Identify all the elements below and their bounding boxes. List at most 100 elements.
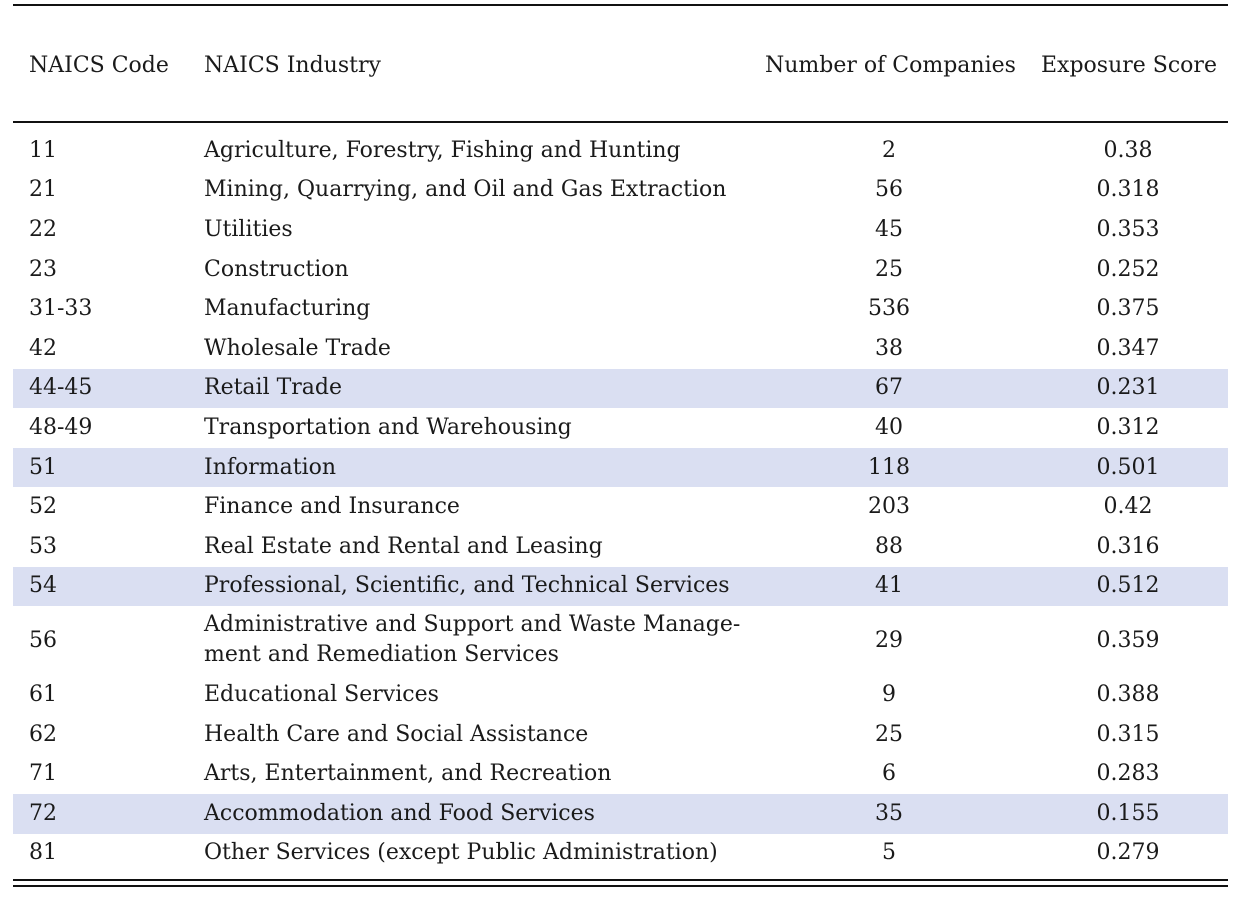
naics-industry-cell: Retail Trade (204, 375, 343, 401)
header-naics-industry: NAICS Industry (204, 53, 381, 78)
exposure-score-cell: 0.279 (1096, 840, 1160, 866)
naics-industry-cell: Wholesale Trade (204, 335, 391, 361)
company-count-cell: 56 (875, 177, 903, 203)
table-row: 48-49 Transportation and Warehousing 40 0.3… (13, 408, 1228, 448)
exposure-score-cell: 0.316 (1096, 533, 1160, 559)
naics-industry-cell: Manufacturing (204, 296, 371, 322)
naics-code-cell: 53 (29, 533, 57, 559)
naics-industry-cell: Utilities (204, 216, 293, 242)
company-count-cell: 536 (868, 296, 910, 322)
bottom-rule-double (13, 885, 1228, 887)
naics-industry-cell: Agriculture, Forestry, Fishing and Hunti… (204, 137, 681, 163)
naics-industry-cell: Professional, Scientific, and Technical … (204, 573, 730, 599)
table-row: 42 Wholesale Trade 38 0.347 (13, 329, 1228, 369)
company-count-cell: 45 (875, 216, 903, 242)
table-row: 71 Arts, Entertainment, and Recreation 6 0.… (13, 754, 1228, 794)
company-count-cell: 5 (882, 840, 896, 866)
table-row: 52 Finance and Insurance 203 0.42 (13, 487, 1228, 527)
naics-code-cell: 11 (29, 137, 57, 163)
exposure-score-cell: 0.501 (1096, 454, 1160, 480)
table-row: 44-45 Retail Trade 67 0.231 (13, 368, 1228, 409)
table-row: 31-33 Manufacturing 536 0.375 (13, 289, 1228, 329)
exposure-score-cell: 0.512 (1096, 573, 1160, 599)
naics-code-cell: 51 (29, 454, 57, 480)
exposure-score-cell: 0.353 (1096, 216, 1160, 242)
company-count-cell: 88 (875, 533, 903, 559)
company-count-cell: 67 (875, 375, 903, 401)
exposure-score-cell: 0.283 (1096, 761, 1160, 787)
naics-code-cell: 61 (29, 681, 57, 707)
naics-industry-cell: Administrative and Support and Waste Man… (204, 612, 741, 668)
naics-industry-cell: Information (204, 454, 337, 480)
company-count-cell: 2 (882, 137, 896, 163)
naics-code-cell: 72 (29, 800, 57, 826)
company-count-cell: 40 (875, 414, 903, 440)
company-count-cell: 118 (868, 454, 910, 480)
table-row: 72 Accommodation and Food Services 35 0.155 (13, 793, 1228, 834)
table-row: 11 Agriculture, Forestry, Fishing and Hun… (13, 131, 1228, 171)
table-row: 61 Educational Services 9 0.388 (13, 675, 1228, 715)
naics-code-cell: 62 (29, 721, 57, 747)
exposure-score-cell: 0.359 (1096, 627, 1160, 653)
exposure-score-cell: 0.375 (1096, 296, 1160, 322)
naics-industry-cell: Educational Services (204, 681, 439, 707)
exposure-score-cell: 0.347 (1096, 335, 1160, 361)
naics-code-cell: 52 (29, 494, 57, 520)
company-count-cell: 35 (875, 800, 903, 826)
exposure-score-cell: 0.42 (1103, 494, 1153, 520)
naics-industry-cell: Real Estate and Rental and Leasing (204, 533, 603, 559)
naics-code-cell: 81 (29, 840, 57, 866)
naics-code-cell: 31-33 (29, 296, 93, 322)
company-count-cell: 29 (875, 627, 903, 653)
company-count-cell: 41 (875, 573, 903, 599)
company-count-cell: 38 (875, 335, 903, 361)
table-row: 56 Administrative and Support and Waste M… (13, 606, 1228, 675)
table-body: 11 Agriculture, Forestry, Fishing and Hun… (13, 131, 1228, 873)
table-row: 62 Health Care and Social Assistance 25 0.3… (13, 715, 1228, 755)
company-count-cell: 25 (875, 256, 903, 282)
exposure-score-cell: 0.38 (1103, 137, 1153, 163)
naics-code-cell: 23 (29, 256, 57, 282)
naics-industry-cell: Accommodation and Food Services (204, 800, 595, 826)
naics-code-cell: 42 (29, 335, 57, 361)
naics-industry-cell: Mining, Quarrying, and Oil and Gas Extra… (204, 177, 727, 203)
naics-industry-cell: Other Services (except Public Administra… (204, 840, 718, 866)
naics-industry-cell: Construction (204, 256, 349, 282)
company-count-cell: 203 (868, 494, 910, 520)
exposure-score-cell: 0.231 (1096, 375, 1160, 401)
table-row: 23 Construction 25 0.252 (13, 250, 1228, 290)
exposure-score-cell: 0.252 (1096, 256, 1160, 282)
table-row: 54 Professional, Scientific, and Technica… (13, 566, 1228, 607)
bottom-rule (13, 879, 1228, 881)
table-row: 22 Utilities 45 0.353 (13, 210, 1228, 250)
naics-industry-cell: Arts, Entertainment, and Recreation (204, 761, 612, 787)
naics-code-cell: 48-49 (29, 414, 93, 440)
exposure-score-cell: 0.312 (1096, 414, 1160, 440)
naics-code-cell: 44-45 (29, 375, 93, 401)
exposure-score-cell: 0.315 (1096, 721, 1160, 747)
naics-industry-cell: Transportation and Warehousing (204, 414, 572, 440)
naics-code-cell: 22 (29, 216, 57, 242)
exposure-score-cell: 0.388 (1096, 681, 1160, 707)
company-count-cell: 9 (882, 681, 896, 707)
naics-code-cell: 71 (29, 761, 57, 787)
company-count-cell: 6 (882, 761, 896, 787)
naics-code-cell: 21 (29, 177, 57, 203)
table-row: 81 Other Services (except Public Administ… (13, 834, 1228, 874)
table-row: 21 Mining, Quarrying, and Oil and Gas Ext… (13, 171, 1228, 211)
naics-industry-cell: Finance and Insurance (204, 494, 460, 520)
exposure-score-cell: 0.155 (1096, 800, 1160, 826)
header-exposure-score: Exposure Score (1041, 53, 1217, 78)
table-header: NAICS Code NAICS Industry Number of Comp… (13, 6, 1228, 121)
table-row: 53 Real Estate and Rental and Leasing 88 0.… (13, 527, 1228, 567)
naics-industry-cell: Health Care and Social Assistance (204, 721, 589, 747)
header-naics-code: NAICS Code (29, 53, 169, 78)
header-number-of-companies: Number of Companies (765, 53, 1016, 78)
top-rule (13, 4, 1228, 6)
company-count-cell: 25 (875, 721, 903, 747)
exposure-score-cell: 0.318 (1096, 177, 1160, 203)
header-rule (13, 121, 1228, 123)
table-row: 51 Information 118 0.501 (13, 447, 1228, 488)
naics-code-cell: 54 (29, 573, 57, 599)
naics-code-cell: 56 (29, 627, 57, 653)
